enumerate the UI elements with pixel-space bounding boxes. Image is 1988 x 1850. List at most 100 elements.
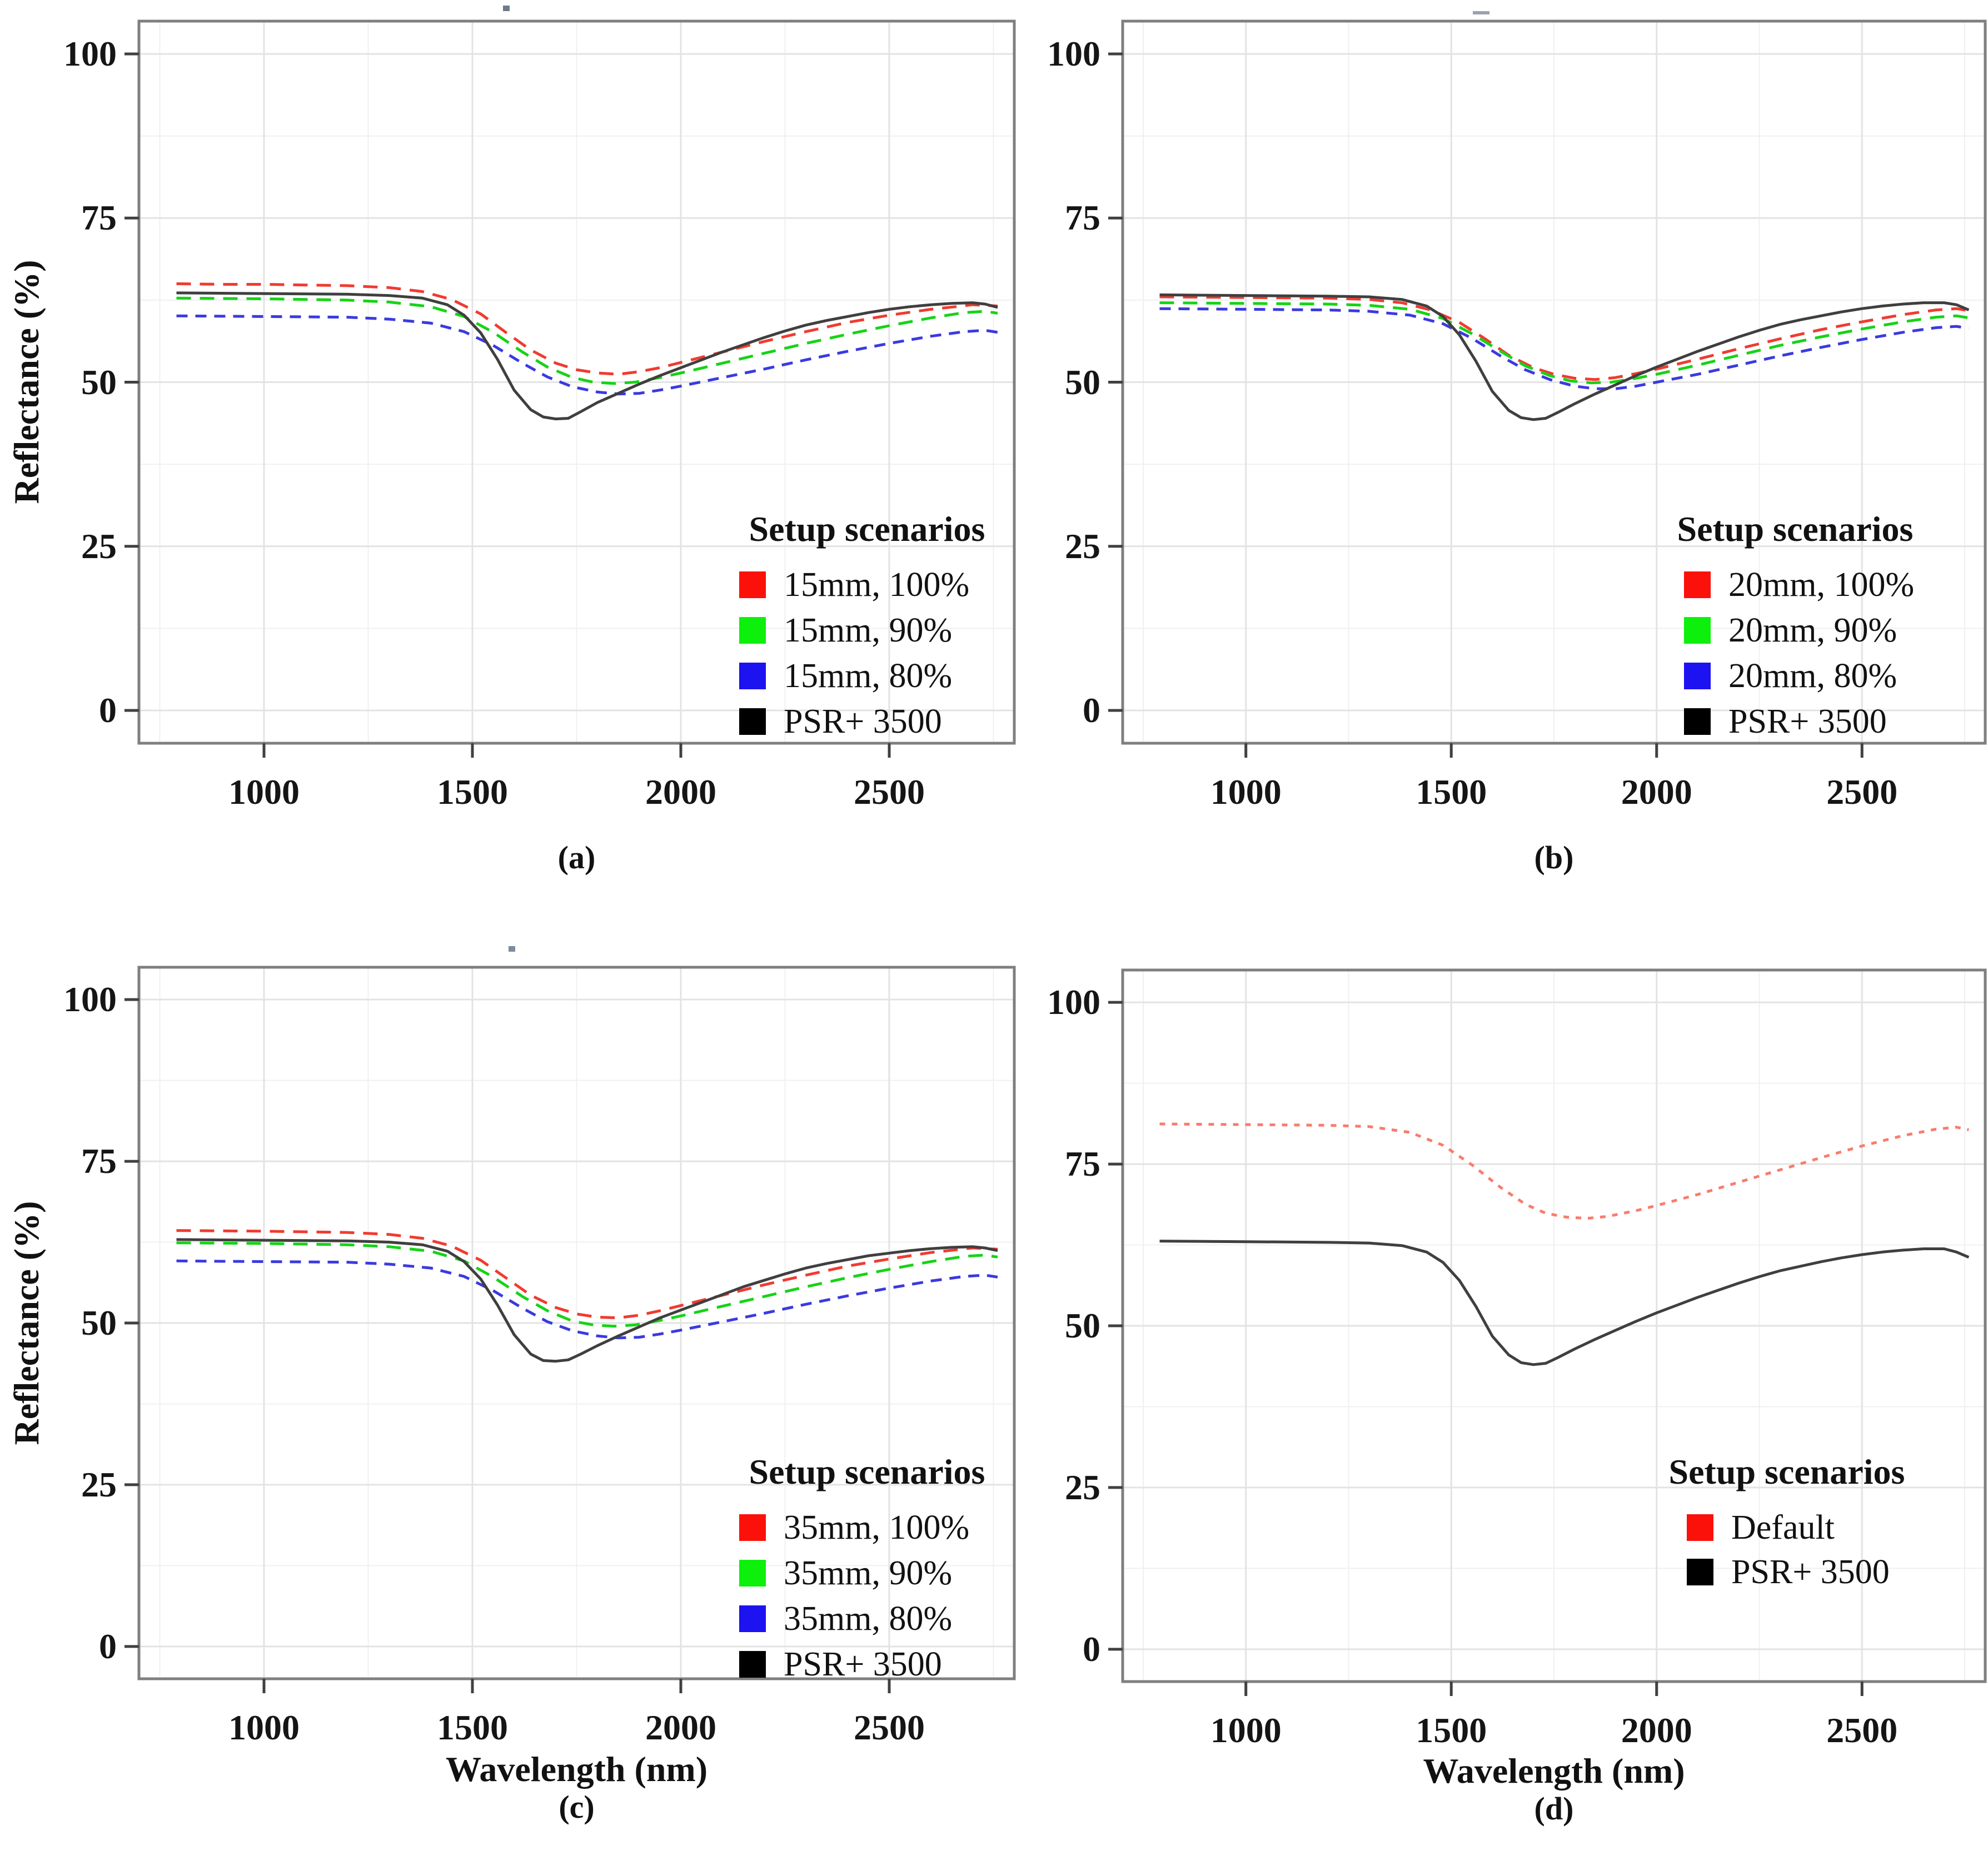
series-line <box>176 1238 998 1363</box>
chart-c-canvas <box>124 966 1016 1693</box>
x-tick-label: 2000 <box>1621 772 1692 812</box>
legend-item: 35mm, 100% <box>739 1508 969 1548</box>
legend-item: 20mm, 100% <box>1684 565 1914 605</box>
legend-swatch <box>1687 1559 1713 1585</box>
x-tick-label: 2500 <box>854 772 925 812</box>
x-tick-label: 1500 <box>1416 1710 1487 1750</box>
x-tick-label: 1500 <box>437 772 508 812</box>
x-axis-title: Wavelength (nm) <box>1423 1751 1685 1791</box>
series-line <box>176 1229 998 1320</box>
x-tick-label: 1500 <box>1416 772 1487 812</box>
panel-b-caption: (b) <box>1534 839 1574 876</box>
legend-title: Setup scenarios <box>1668 1452 1905 1491</box>
panel-d: Wavelength (nm) (d) Setup scenarios 0 25 5… <box>1017 923 1988 1850</box>
legend-item: PSR+ 3500 <box>1684 702 1887 742</box>
legend-swatch <box>1684 708 1711 735</box>
legend-item-label: 15mm, 100% <box>784 566 970 604</box>
legend-item-label: PSR+ 3500 <box>784 703 942 740</box>
legend-swatch <box>1687 1514 1713 1541</box>
x-tick-label: 1000 <box>1210 772 1282 812</box>
chart-b-canvas <box>1108 19 1987 758</box>
legend-item: 15mm, 90% <box>739 610 952 650</box>
legend-swatch <box>1684 571 1711 598</box>
y-tick-label: 100 <box>1047 34 1100 74</box>
legend-swatch <box>739 617 766 644</box>
legend-item-label: PSR+ 3500 <box>1731 1553 1890 1591</box>
x-tick-label: 1000 <box>1210 1710 1282 1750</box>
series-line <box>1159 301 1969 385</box>
x-tick-label: 2000 <box>1621 1710 1692 1750</box>
legend-item-label: 20mm, 100% <box>1728 566 1915 604</box>
legend-item: 35mm, 90% <box>739 1553 952 1593</box>
legend-swatch <box>739 571 766 598</box>
y-tick-label: 50 <box>81 362 117 402</box>
legend-swatch <box>739 1651 766 1678</box>
y-tick-label: 100 <box>1047 982 1100 1022</box>
chart-d-canvas <box>1108 968 1987 1696</box>
series-line <box>176 1259 998 1340</box>
legend-item: PSR+ 3500 <box>739 702 942 742</box>
legend-item: 20mm, 80% <box>1684 656 1897 696</box>
scan-artifact <box>509 946 515 952</box>
panel-a: Reflectance (%) (a) Setup scenarios 0 25 5… <box>0 0 1017 923</box>
x-tick-label: 2500 <box>1826 772 1898 812</box>
series-line <box>176 314 998 396</box>
x-tick-label: 1000 <box>228 772 300 812</box>
y-tick-label: 50 <box>81 1303 117 1342</box>
y-tick-label: 0 <box>1083 690 1100 730</box>
panel-c-caption: (c) <box>559 1789 595 1825</box>
y-tick-label: 75 <box>1065 1144 1100 1184</box>
y-tick-label: 50 <box>1065 362 1100 402</box>
series-line <box>176 296 998 385</box>
legend-item-label: 20mm, 80% <box>1728 657 1897 695</box>
x-tick-label: 2500 <box>1826 1710 1898 1750</box>
y-tick-label: 25 <box>1065 526 1100 566</box>
scan-artifact <box>1473 11 1489 14</box>
y-tick-label: 100 <box>63 979 117 1020</box>
y-tick-label: 25 <box>81 1464 117 1504</box>
legend-item-label: 15mm, 80% <box>784 657 953 695</box>
series-line <box>176 1241 998 1328</box>
legend-item-label: 20mm, 90% <box>1728 611 1897 649</box>
series-line <box>1159 295 1969 381</box>
legend-item-label: PSR+ 3500 <box>1728 703 1887 740</box>
legend-title: Setup scenarios <box>749 509 985 549</box>
x-tick-label: 1500 <box>437 1708 508 1747</box>
y-tick-label: 75 <box>1065 198 1100 238</box>
scan-artifact <box>503 6 510 11</box>
y-tick-label: 0 <box>99 690 117 730</box>
y-tick-label: 25 <box>81 526 117 566</box>
x-tick-label: 1000 <box>228 1708 300 1747</box>
series-line <box>1159 1122 1969 1220</box>
legend-swatch <box>739 708 766 735</box>
legend-item-label: PSR+ 3500 <box>784 1645 942 1683</box>
series-line <box>1159 293 1970 421</box>
y-tick-label: 50 <box>1065 1306 1100 1345</box>
x-axis-title: Wavelength (nm) <box>445 1749 708 1789</box>
legend-item: 15mm, 80% <box>739 656 952 696</box>
legend-item-label: 35mm, 100% <box>784 1509 970 1546</box>
legend-item: PSR+ 3500 <box>739 1644 942 1684</box>
legend-item-label: 15mm, 90% <box>784 611 953 649</box>
x-tick-label: 2000 <box>645 1708 716 1747</box>
panel-a-caption: (a) <box>557 839 596 876</box>
panel-d-caption: (d) <box>1534 1791 1574 1827</box>
panel-b: (b) Setup scenarios 0 25 50 75 100 1000 1500 20… <box>1017 0 1988 923</box>
y-tick-label: 0 <box>1083 1629 1100 1669</box>
y-tick-label: 75 <box>81 1141 117 1181</box>
legend-item-label: Default <box>1731 1509 1835 1546</box>
chart-a-canvas <box>124 19 1016 758</box>
legend-item: 15mm, 100% <box>739 565 969 605</box>
x-tick-label: 2500 <box>854 1708 925 1747</box>
legend-swatch <box>739 663 766 689</box>
x-tick-label: 2000 <box>645 772 716 812</box>
legend-swatch <box>1684 617 1711 644</box>
legend-title: Setup scenarios <box>1677 509 1914 549</box>
panel-c: Reflectance (%) Wavelength (nm) (c) Setu… <box>0 923 1017 1850</box>
series-line <box>176 291 998 421</box>
series-line <box>176 282 998 376</box>
series-line <box>1159 1240 1970 1366</box>
y-tick-label: 100 <box>63 34 117 74</box>
legend-item: PSR+ 3500 <box>1687 1552 1890 1592</box>
